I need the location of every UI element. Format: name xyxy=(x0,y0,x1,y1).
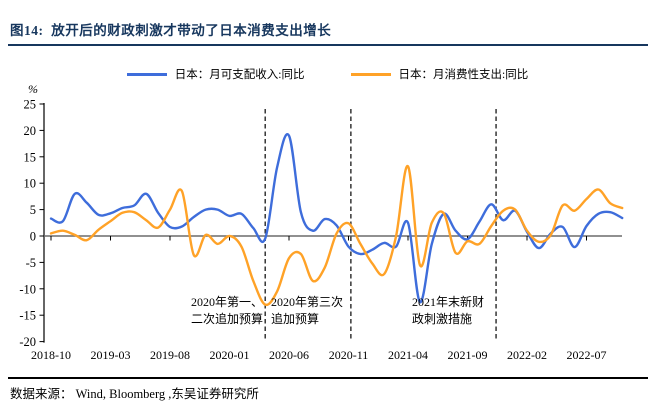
legend-label-income: 日本：月可支配收入:同比 xyxy=(174,69,305,81)
x-axis-tick-label: 2022-07 xyxy=(567,348,607,362)
y-axis-tick-label: 25 xyxy=(24,98,37,112)
annotation-stimulus-2021: 2021年末新财 政刺激措施 xyxy=(412,295,485,326)
line-chart: 25 20 15 10 5 0 -5 -10 -15 -20% 2018-10 2019-03 2019… xyxy=(19,85,624,362)
y-axis-tick-label: -15 xyxy=(19,309,36,323)
x-axis-tick-label: 2020-11 xyxy=(329,348,369,362)
y-axis-tick-label: 15 xyxy=(24,150,37,164)
income-series-line xyxy=(49,133,624,304)
y-axis-tick-label: -10 xyxy=(19,282,36,296)
data-source: 数据来源： Wind, Bloomberg ,东吴证券研究所 xyxy=(10,387,259,401)
source-divider xyxy=(8,377,648,379)
y-axis-tick-label: 0 xyxy=(30,230,36,244)
y-axis-tick-label: 10 xyxy=(24,177,37,191)
y-axis-tick-label: 20 xyxy=(24,124,37,138)
x-axis-tick-label: 2022-02 xyxy=(507,348,547,362)
y-axis-unit-label: % xyxy=(28,85,38,96)
spending-series-line xyxy=(49,165,624,307)
figure-title: 图14: 放开后的财政刺激才带动了日本消费支出增长 xyxy=(10,23,332,38)
annotation-budget-1-2: 2020年第一、 二次追加预算 xyxy=(190,295,263,326)
annotation-budget-3: 2020年第三次 追加预算 xyxy=(271,295,344,326)
x-axis-tick-label: 2020-06 xyxy=(269,348,309,362)
y-axis-tick-label: 5 xyxy=(30,203,36,217)
x-axis-tick-label: 2019-03 xyxy=(91,348,131,362)
chart-legend: 日本：月可支配收入:同比 日本：月消费性支出:同比 xyxy=(0,66,655,82)
y-axis-tick-label: -5 xyxy=(26,256,36,270)
legend-item-spending: 日本：月消费性支出:同比 xyxy=(350,66,529,82)
legend-swatch-income-line xyxy=(126,72,167,76)
x-axis-tick-label: 2018-10 xyxy=(31,348,71,362)
title-divider xyxy=(8,44,648,46)
legend-label-spending: 日本：月消费性支出:同比 xyxy=(398,69,529,81)
x-axis-tick-label: 2021-09 xyxy=(448,348,488,362)
y-axis-tick-label: -20 xyxy=(19,335,36,349)
legend-item-income: 日本：月可支配收入:同比 xyxy=(126,66,305,82)
x-axis-tick-label: 2019-08 xyxy=(150,348,190,362)
x-axis-tick-label: 2020-01 xyxy=(210,348,250,362)
legend-swatch-spending-line xyxy=(350,72,391,76)
x-axis-tick-label: 2021-04 xyxy=(388,348,428,362)
